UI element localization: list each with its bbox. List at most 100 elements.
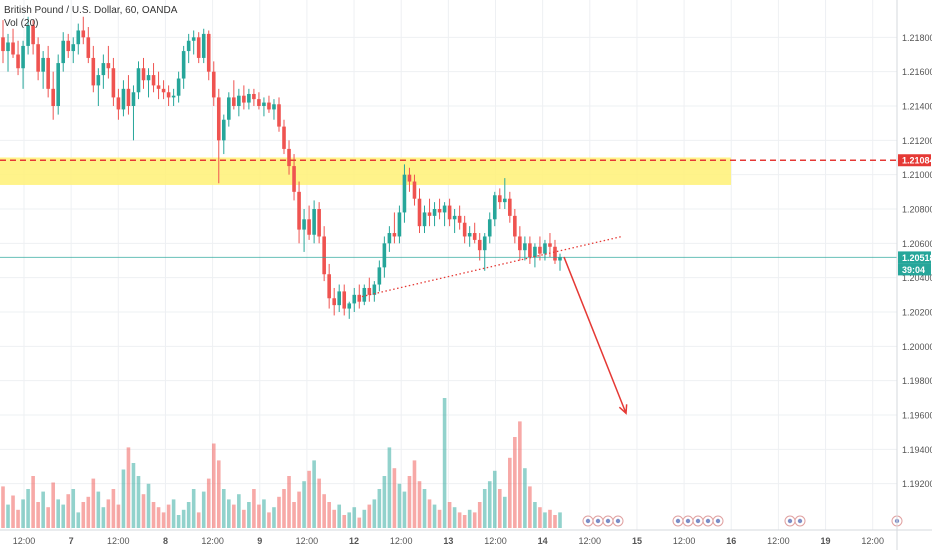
volume-bar: [457, 512, 462, 528]
candle-body: [342, 291, 347, 309]
volume-bar: [282, 489, 286, 528]
time-tick-label: 12:00: [767, 536, 790, 546]
grid: [0, 0, 897, 530]
event-marker-dot: [605, 518, 611, 524]
candle-body: [131, 92, 136, 106]
volume-bar: [543, 512, 547, 528]
candle-body: [472, 233, 477, 240]
volume-bar: [462, 515, 467, 528]
resistance-price-label-bg: [898, 154, 931, 167]
time-tick-label: 12:00: [107, 536, 130, 546]
bar-countdown-label: 39:04: [902, 265, 925, 275]
price-tick-label: 1.19800: [902, 376, 932, 386]
candle-body: [477, 239, 482, 251]
volume-bar: [387, 447, 392, 528]
candle-body: [317, 209, 321, 237]
candle-body: [61, 40, 66, 64]
candle-body: [51, 88, 55, 106]
volume-label[interactable]: Vol (20): [4, 18, 39, 29]
volume-bar: [61, 504, 66, 528]
candle-body: [121, 88, 126, 110]
volume-bars: [1, 398, 562, 528]
volume-bar: [342, 515, 347, 528]
candle-body: [417, 198, 422, 227]
candle-body: [462, 222, 467, 237]
volume-bar: [492, 470, 497, 528]
candle-body: [267, 102, 271, 110]
event-marker-dot: [797, 518, 803, 524]
candle-body: [457, 215, 462, 223]
candle-body: [26, 25, 30, 46]
time-axis[interactable]: 12:00 7 12:00 8 12:00 9 12:00 12 12:00 13 12:00 14 1…: [0, 529, 932, 546]
candle-body: [106, 63, 111, 69]
volume-bar: [302, 481, 306, 528]
event-marker-dot: [787, 518, 793, 524]
symbol-label[interactable]: British Pound / U.S. Dollar, 60, OANDA: [4, 5, 178, 16]
volume-bar: [131, 463, 136, 528]
candle-body: [337, 291, 342, 306]
candle-body: [452, 215, 457, 220]
candle-body: [442, 205, 447, 213]
volume-bar: [66, 494, 71, 528]
candle-body: [302, 219, 306, 230]
volume-bar: [232, 504, 236, 528]
candle-body: [232, 97, 236, 106]
price-tick-label: 1.21800: [902, 33, 932, 43]
candle-body: [548, 243, 552, 247]
candle-body: [282, 126, 286, 149]
volume-bar: [191, 489, 196, 528]
candle-body: [397, 212, 402, 237]
volume-bar: [242, 509, 246, 528]
volume-bar: [176, 515, 181, 528]
candle-body: [352, 294, 357, 304]
candle-body: [66, 40, 71, 52]
time-tick-label: 12:00: [673, 536, 696, 546]
volume-bar: [171, 499, 176, 528]
volume-bar: [397, 483, 402, 528]
price-tick-label: 1.21000: [902, 170, 932, 180]
candle-body: [292, 166, 296, 192]
volume-bar: [297, 491, 301, 528]
candle-body: [377, 267, 382, 285]
volume-bar: [156, 507, 161, 528]
volume-bar: [101, 507, 106, 528]
time-tick-label: 12:00: [201, 536, 224, 546]
candle-body: [36, 44, 40, 72]
volume-bar: [56, 499, 60, 528]
candle-body: [21, 45, 25, 69]
volume-bar: [553, 515, 557, 528]
drawings[interactable]: [0, 159, 897, 415]
time-tick-label: 16: [726, 536, 736, 546]
candle-body: [151, 75, 156, 86]
volume-bar: [106, 499, 111, 528]
volume-bar: [237, 494, 241, 528]
candle-body: [533, 246, 537, 258]
candle-body: [136, 68, 141, 93]
volume-bar: [487, 481, 492, 528]
event-marker-dot: [675, 518, 681, 524]
volume-bar: [412, 460, 417, 528]
volume-bar: [432, 504, 437, 528]
candle-body: [181, 51, 186, 79]
volume-bar: [533, 502, 537, 528]
candle-body: [543, 243, 547, 254]
time-tick-label: 14: [538, 536, 548, 546]
volume-bar: [96, 491, 101, 528]
candlesticks: [1, 16, 562, 319]
candle-body: [227, 97, 231, 120]
volume-bar: [91, 478, 96, 528]
time-tick-label: 12:00: [13, 536, 36, 546]
bar-countdown-label-bg: [898, 263, 931, 276]
volume-bar: [181, 509, 186, 528]
resistance-zone[interactable]: [0, 157, 731, 185]
volume-bar: [166, 504, 171, 528]
volume-bar: [357, 517, 362, 528]
volume-bar: [472, 512, 477, 528]
price-tick-label: 1.21200: [902, 136, 932, 146]
price-axis[interactable]: 1.21800 1.21600 1.21400 1.21200 1.21000 1.208…: [896, 0, 932, 550]
candle-body: [518, 236, 522, 251]
candle-body: [312, 209, 316, 235]
candle-body: [1, 37, 5, 52]
volume-bar: [21, 499, 25, 528]
